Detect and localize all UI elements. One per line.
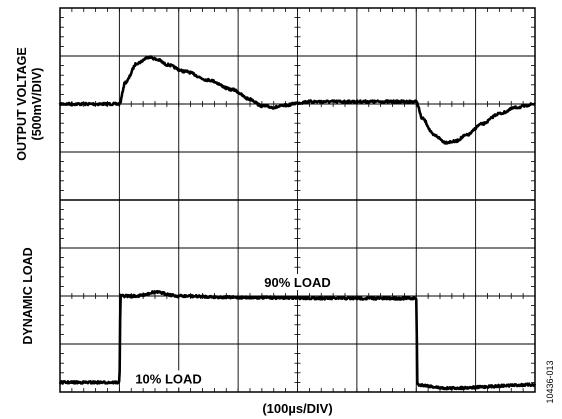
dynamic-load-trace bbox=[58, 289, 537, 391]
high-load-annotation: 90% LOAD bbox=[264, 275, 330, 290]
output-voltage-scale-label: (500mV/DIV) bbox=[30, 68, 44, 141]
dynamic-load-axis-label: DYNAMIC LOAD bbox=[21, 247, 35, 344]
output-voltage-axis-label: OUTPUT VOLTAGE bbox=[15, 47, 29, 160]
traces bbox=[58, 55, 537, 391]
low-load-label-background bbox=[127, 370, 210, 388]
figure-code: 10436-013 bbox=[545, 360, 555, 403]
output-voltage-trace bbox=[58, 55, 536, 145]
low-load-annotation: 10% LOAD bbox=[135, 371, 201, 386]
time-axis-label: (100µs/DIV) bbox=[262, 401, 332, 416]
plot-frame bbox=[59, 7, 536, 393]
high-load-label-background bbox=[257, 274, 338, 290]
